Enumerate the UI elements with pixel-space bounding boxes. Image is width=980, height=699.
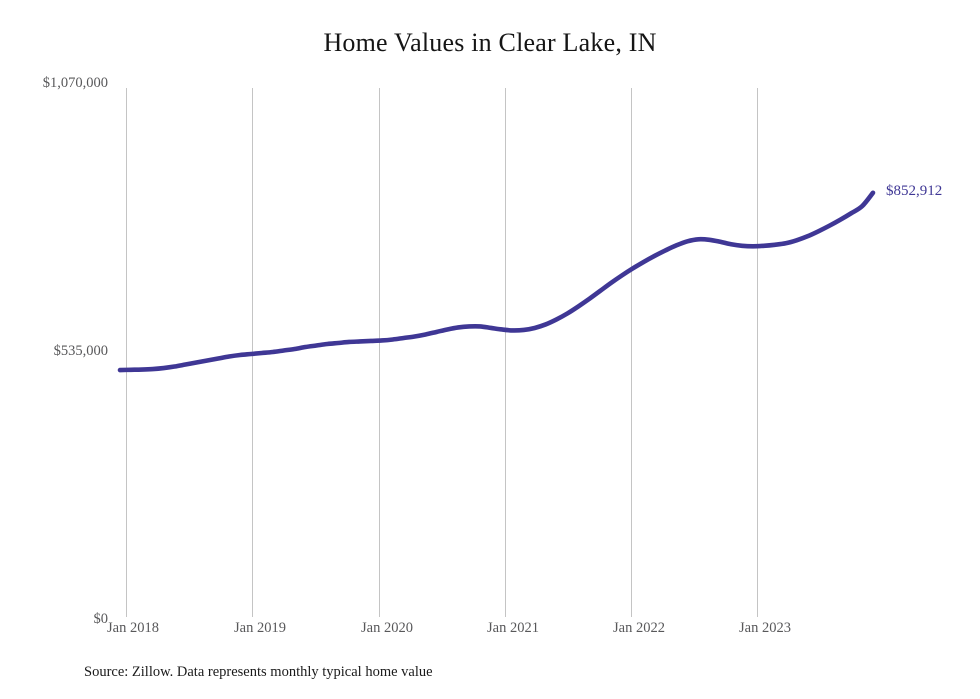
y-axis-labels: $1,070,000 $535,000 $0 (0, 0, 108, 699)
y-axis-tick-label: $0 (93, 611, 109, 627)
gridline (631, 88, 632, 617)
gridline (505, 88, 506, 617)
x-axis-tick-label: Jan 2022 (613, 620, 665, 636)
x-axis-tick-label: Jan 2019 (234, 620, 286, 636)
x-axis-tick-label: Jan 2018 (107, 620, 159, 636)
gridline (126, 88, 127, 617)
series-line-typical-home-value (117, 190, 876, 373)
y-axis-tick-label: $1,070,000 (42, 75, 108, 91)
gridline (757, 88, 758, 617)
x-axis-tick-label: Jan 2023 (739, 620, 791, 636)
gridline (252, 88, 253, 617)
x-axis-tick-label: Jan 2021 (487, 620, 539, 636)
x-axis-tick-label: Jan 2020 (361, 620, 413, 636)
gridline (379, 88, 380, 617)
source-note: Source: Zillow. Data represents monthly … (84, 664, 433, 680)
end-value-annotation: $852,912 (886, 182, 943, 199)
page-title: Home Values in Clear Lake, IN (323, 28, 657, 57)
y-axis-tick-label: $535,000 (53, 343, 108, 359)
